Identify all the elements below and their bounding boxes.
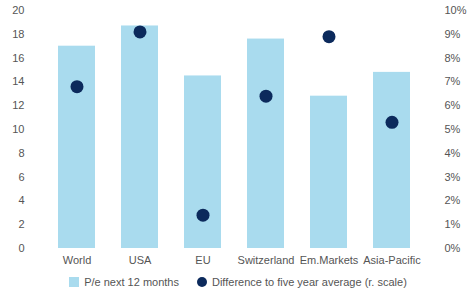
- svg-text:Switzerland: Switzerland: [238, 254, 295, 266]
- svg-text:18: 18: [12, 28, 24, 40]
- svg-text:14: 14: [12, 75, 24, 87]
- svg-text:16: 16: [12, 52, 24, 64]
- svg-text:USA: USA: [129, 254, 152, 266]
- svg-text:9%: 9%: [445, 28, 461, 40]
- svg-text:0: 0: [18, 242, 24, 254]
- svg-text:12: 12: [12, 99, 24, 111]
- html-text:Difference to five year averag: Difference to five year average (r. scal…: [212, 276, 407, 288]
- svg-text:20: 20: [12, 4, 24, 16]
- svg-text:8: 8: [18, 147, 24, 159]
- html-text:P/e next 12 months: P/e next 12 months: [84, 276, 179, 288]
- svg-text:EU: EU: [195, 254, 210, 266]
- svg-text:Asia-Pacific: Asia-Pacific: [363, 254, 421, 266]
- svg-text:10: 10: [12, 123, 24, 135]
- svg-text:7%: 7%: [445, 75, 461, 87]
- svg-text:6%: 6%: [445, 99, 461, 111]
- svg-text:2%: 2%: [445, 194, 461, 206]
- svg-text:2: 2: [18, 218, 24, 230]
- svg-text:10%: 10%: [445, 4, 467, 16]
- svg-text:4: 4: [18, 194, 24, 206]
- svg-text:4%: 4%: [445, 147, 461, 159]
- svg-text:Em.Markets: Em.Markets: [300, 254, 359, 266]
- svg-text:5%: 5%: [445, 123, 461, 135]
- svg-text:0%: 0%: [445, 242, 461, 254]
- svg-text:6: 6: [18, 171, 24, 183]
- svg-text:World: World: [63, 254, 92, 266]
- svg-text:1%: 1%: [445, 218, 461, 230]
- svg-text:8%: 8%: [445, 52, 461, 64]
- svg-text:3%: 3%: [445, 171, 461, 183]
